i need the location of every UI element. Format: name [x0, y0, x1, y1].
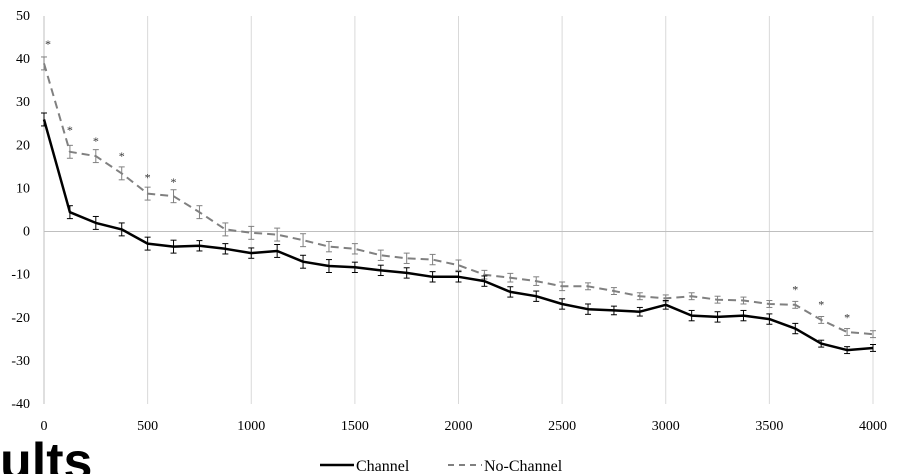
x-tick-label: 2000 — [445, 419, 473, 434]
x-tick-label: 1500 — [341, 419, 369, 434]
significance-marker: * — [792, 283, 798, 297]
significance-marker: * — [844, 311, 850, 325]
significance-marker: * — [119, 149, 125, 163]
grid — [43, 16, 874, 404]
x-tick-label: 3500 — [755, 419, 783, 434]
y-tick-label: 50 — [16, 9, 30, 24]
x-tick-label: 4000 — [859, 419, 887, 434]
significance-marker: * — [145, 171, 151, 185]
significance-marker: * — [171, 175, 177, 189]
y-tick-label: 10 — [16, 181, 30, 196]
y-tick-label: -20 — [11, 311, 30, 326]
y-tick-label: 40 — [16, 52, 30, 67]
y-tick-label: -30 — [11, 354, 30, 369]
annotations: * * * * * * * * * — [45, 37, 850, 325]
series-no-channel — [41, 56, 876, 339]
x-tick-label: 3000 — [652, 419, 680, 434]
x-tick-label: 1000 — [237, 419, 265, 434]
y-tick-label: 30 — [16, 95, 30, 110]
x-tick-label: 0 — [41, 419, 48, 434]
y-tick-label: 20 — [16, 138, 30, 153]
significance-marker: * — [67, 123, 73, 137]
y-tick-label: 0 — [23, 225, 30, 240]
significance-marker: * — [93, 134, 99, 148]
series-channel — [41, 112, 876, 355]
series-line-no-channel — [43, 63, 874, 336]
y-tick-label: -10 — [11, 268, 30, 283]
legend-label-channel: Channel — [356, 458, 410, 474]
legend-label-no-channel: No-Channel — [484, 458, 563, 474]
series-line-channel — [42, 119, 874, 352]
x-tick-label: 500 — [137, 419, 158, 434]
significance-marker: * — [45, 37, 51, 51]
x-tick-label: 2500 — [548, 419, 576, 434]
background-heading-fragment: ults — [0, 436, 93, 474]
series-group — [41, 56, 876, 355]
legend: Channel No-Channel — [320, 458, 563, 474]
y-tick-label: -40 — [11, 397, 30, 412]
significance-marker: * — [818, 298, 824, 312]
